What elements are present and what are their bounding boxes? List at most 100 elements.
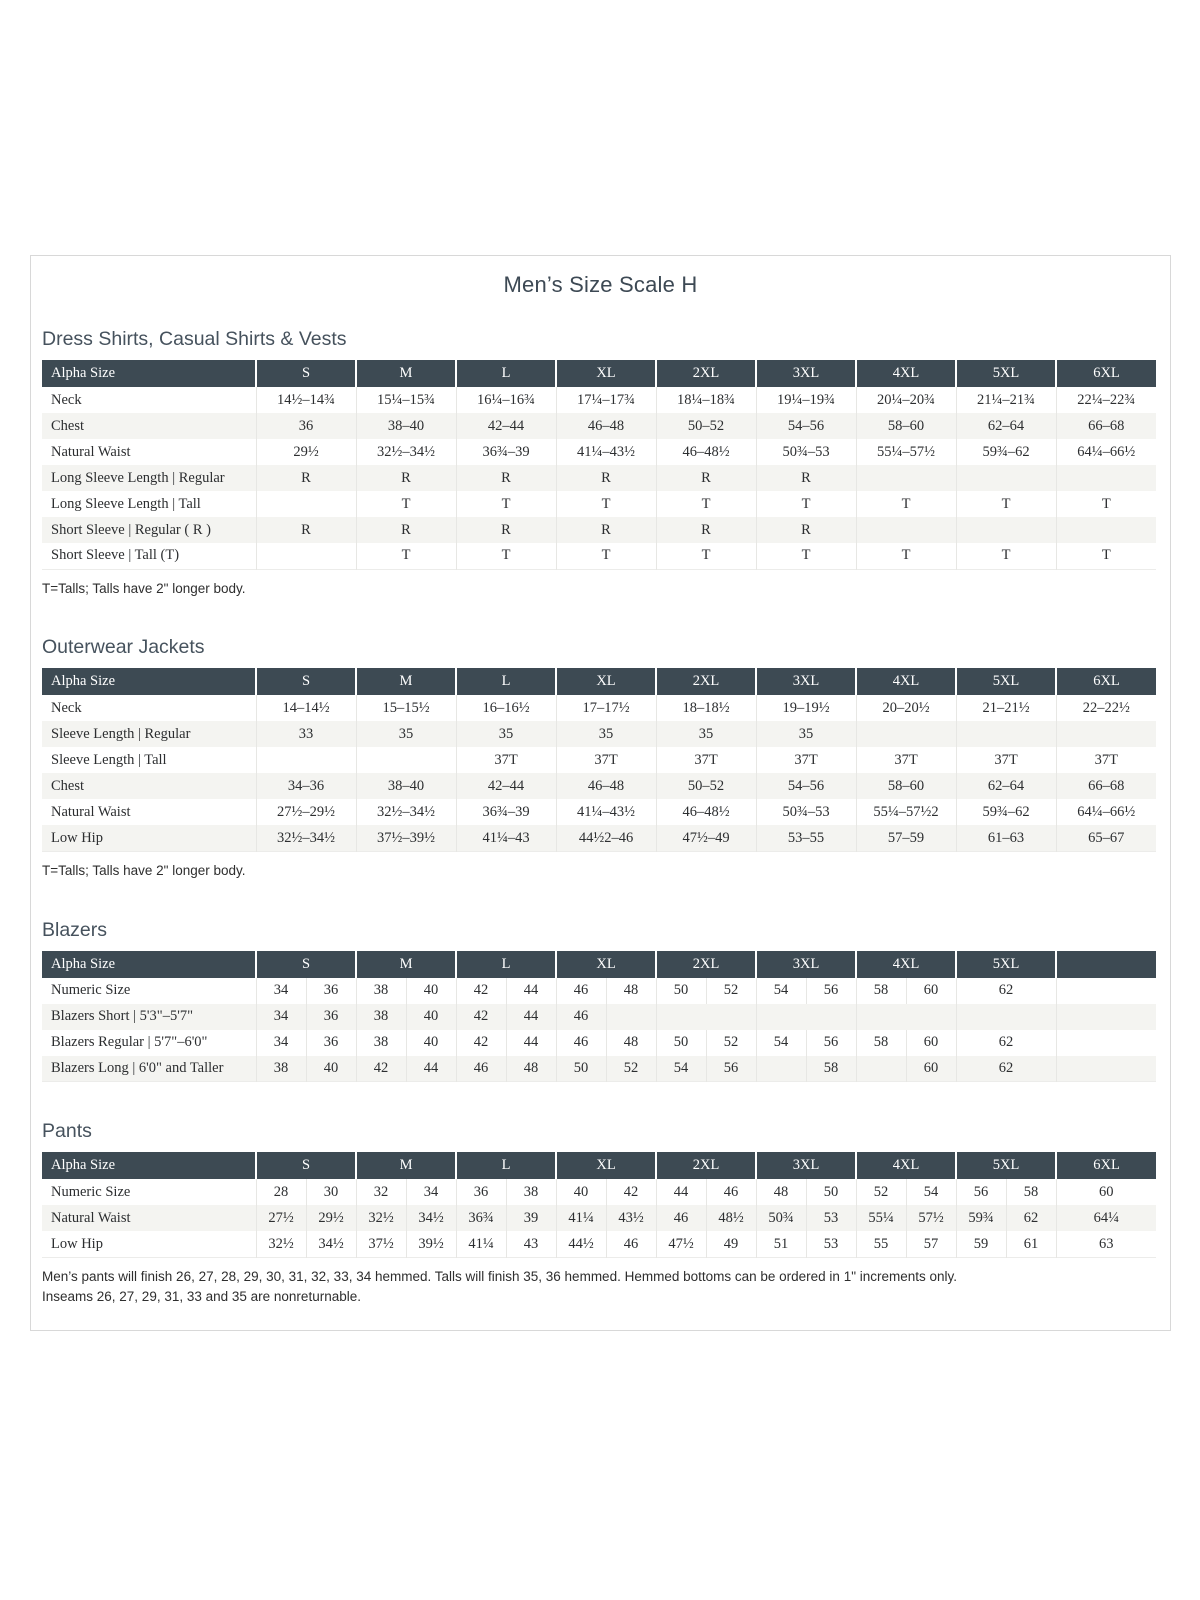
table-cell: 44½ bbox=[555, 1231, 607, 1258]
table-cell: 36 bbox=[255, 413, 356, 439]
table-cell: 18–18½ bbox=[655, 695, 756, 722]
table-cell: 33 bbox=[255, 721, 356, 748]
row-label: Numeric Size bbox=[51, 1183, 131, 1200]
table-cell: 40 bbox=[405, 977, 457, 1004]
table-cell: 57–59 bbox=[855, 825, 956, 852]
table-cell: 41¼–43½ bbox=[555, 799, 656, 826]
table-cell bbox=[1055, 1003, 1157, 1030]
table-cell: 37T bbox=[455, 747, 556, 774]
row-label: Blazers Long | 6'0" and Taller bbox=[51, 1060, 224, 1077]
row-label: Low Hip bbox=[51, 829, 103, 846]
table-cell: 59 bbox=[955, 1231, 1007, 1258]
table-row: Low Hip 32½–34½ 37½–39½ 41¼–43 44½2–46 47½–49… bbox=[42, 825, 1156, 852]
table-cell: 36 bbox=[305, 1029, 357, 1056]
section-heading: Dress Shirts, Casual Shirts & Vests bbox=[42, 328, 347, 350]
table-row: Numeric Size 28 30 32 34 36 38 40 42 44 46 48 50 52 54… bbox=[42, 1179, 1157, 1206]
column-header: 2XL bbox=[655, 668, 756, 696]
table-cell: 30 bbox=[305, 1179, 357, 1206]
table-cell: 64¼–66½ bbox=[1055, 799, 1156, 826]
row-label: Neck bbox=[51, 391, 82, 408]
table-cell: 58 bbox=[805, 1055, 857, 1082]
table-cell bbox=[1055, 517, 1156, 543]
column-header: L bbox=[455, 668, 556, 696]
column-header-label: Alpha Size bbox=[42, 668, 256, 696]
table-cell: 61–63 bbox=[955, 825, 1056, 852]
table-cell: 44 bbox=[655, 1179, 707, 1206]
row-label: Natural Waist bbox=[51, 803, 131, 820]
table-cell: 56 bbox=[705, 1055, 757, 1082]
column-header-label: Alpha Size bbox=[42, 360, 256, 387]
table-cell: 14½–14¾ bbox=[255, 387, 356, 413]
table-cell: 32½ bbox=[355, 1205, 407, 1232]
table-cell: 44 bbox=[405, 1055, 457, 1082]
table-cell bbox=[655, 1003, 757, 1030]
table-cell: 56 bbox=[805, 1029, 857, 1056]
table-footnote: T=Talls; Talls have 2" longer body. bbox=[42, 862, 246, 878]
table-cell: R bbox=[255, 517, 356, 543]
table-cell: R bbox=[355, 465, 456, 491]
table-cell: 54 bbox=[905, 1179, 957, 1206]
table-cell: 36¾ bbox=[455, 1205, 507, 1232]
table-cell: 20–20½ bbox=[855, 695, 956, 722]
table-cell: T bbox=[355, 543, 456, 569]
size-section: Dress Shirts, Casual Shirts & Vests Alpha… bbox=[42, 328, 1159, 598]
table-cell: 66–68 bbox=[1055, 773, 1156, 800]
table-cell: 54 bbox=[755, 977, 807, 1004]
table-cell: 49 bbox=[705, 1231, 757, 1258]
table-cell: 48 bbox=[505, 1055, 557, 1082]
column-header: 3XL bbox=[755, 950, 857, 978]
column-header-label: Alpha Size bbox=[42, 1152, 256, 1180]
table-cell: 41¼ bbox=[455, 1231, 507, 1258]
table-cell: R bbox=[655, 517, 756, 543]
table-cell: 37T bbox=[555, 747, 656, 774]
table-cell: 17–17½ bbox=[555, 695, 656, 722]
table-cell: 36 bbox=[455, 1179, 507, 1206]
column-header: 2XL bbox=[655, 950, 757, 978]
table-cell bbox=[855, 1055, 907, 1082]
row-label: Natural Waist bbox=[51, 443, 131, 460]
table-cell: 34½ bbox=[405, 1205, 457, 1232]
column-header: 6XL bbox=[1055, 360, 1156, 387]
table-cell: T bbox=[355, 491, 456, 517]
table-cell: 62 bbox=[955, 977, 1057, 1004]
table-cell: 62–64 bbox=[955, 413, 1056, 439]
row-label: Short Sleeve | Regular ( R ) bbox=[51, 521, 211, 538]
table-cell: 65–67 bbox=[1055, 825, 1156, 852]
column-header: S bbox=[254, 950, 357, 978]
table-cell: 62 bbox=[1005, 1205, 1057, 1232]
table-cell: R bbox=[355, 517, 456, 543]
table-cell: R bbox=[655, 465, 756, 491]
table-cell bbox=[955, 1003, 1057, 1030]
table-cell: 46 bbox=[705, 1179, 757, 1206]
table-cell: 44 bbox=[505, 977, 557, 1004]
table-cell: 37T bbox=[1055, 747, 1156, 774]
table-cell: 46–48 bbox=[555, 773, 656, 800]
table-cell: T bbox=[955, 543, 1056, 569]
table-cell: 44 bbox=[505, 1003, 557, 1030]
column-header: 6XL bbox=[1055, 668, 1156, 696]
table-cell: 42 bbox=[455, 1003, 507, 1030]
table-cell: 42 bbox=[455, 977, 507, 1004]
table-cell: 54–56 bbox=[755, 413, 856, 439]
table-cell: 66–68 bbox=[1055, 413, 1156, 439]
column-header: M bbox=[355, 1152, 457, 1180]
table-row: Long Sleeve Length | Regular R R R R R R bbox=[42, 465, 1156, 491]
table-cell: 37½ bbox=[355, 1231, 407, 1258]
table-cell: 52 bbox=[705, 1029, 757, 1056]
table-cell: 58 bbox=[855, 977, 907, 1004]
table-cell: 58 bbox=[855, 1029, 907, 1056]
table-cell: 47½ bbox=[655, 1231, 707, 1258]
table-cell: 52 bbox=[605, 1055, 657, 1082]
table-cell: 37T bbox=[955, 747, 1056, 774]
table-cell: 58–60 bbox=[855, 773, 956, 800]
column-header: 4XL bbox=[855, 1152, 957, 1180]
table-cell: 35 bbox=[655, 721, 756, 748]
table-row: Natural Waist 29½ 32½–34½ 36¾–39 41¼–43½ 46–4… bbox=[42, 439, 1156, 465]
table-row: Sleeve Length | Tall 37T 37T 37T 37T 37T 37T 37… bbox=[42, 747, 1156, 774]
table-row: Blazers Regular | 5'7"–6'0" 34 36 38 40 42 44 4… bbox=[42, 1029, 1157, 1056]
table-cell: 35 bbox=[455, 721, 556, 748]
row-label: Long Sleeve Length | Regular bbox=[51, 469, 225, 486]
table-cell: 42–44 bbox=[455, 413, 556, 439]
table-cell: 50 bbox=[655, 977, 707, 1004]
table-cell: 39 bbox=[505, 1205, 557, 1232]
